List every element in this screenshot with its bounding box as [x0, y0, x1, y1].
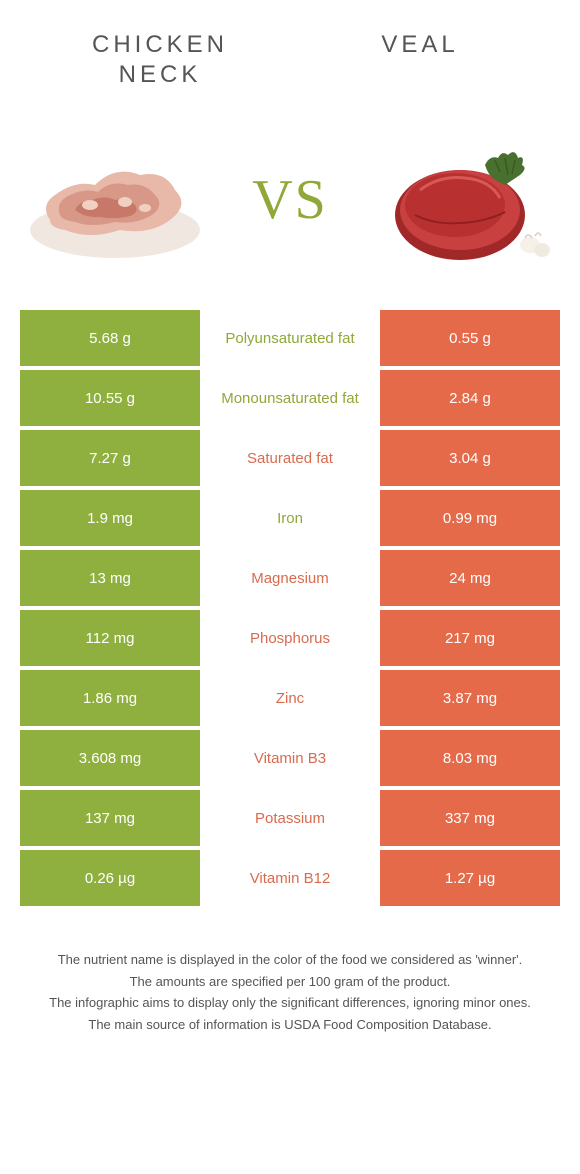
right-value: 2.84 g [380, 370, 560, 426]
right-value: 8.03 mg [380, 730, 560, 786]
left-value: 5.68 g [20, 310, 200, 366]
right-value: 0.55 g [380, 310, 560, 366]
right-value: 3.04 g [380, 430, 560, 486]
table-row: 5.68 gPolyunsaturated fat0.55 g [20, 310, 560, 366]
right-value: 1.27 µg [380, 850, 560, 906]
right-value: 3.87 mg [380, 670, 560, 726]
left-value: 137 mg [20, 790, 200, 846]
table-row: 1.86 mgZinc3.87 mg [20, 670, 560, 726]
left-value: 3.608 mg [20, 730, 200, 786]
table-row: 3.608 mgVitamin B38.03 mg [20, 730, 560, 786]
header: CHICKEN NECK VEAL [0, 0, 580, 100]
nutrient-label: Saturated fat [200, 430, 380, 486]
left-value: 1.9 mg [20, 490, 200, 546]
images-row: VS [0, 100, 580, 310]
nutrient-label: Zinc [200, 670, 380, 726]
right-value: 217 mg [380, 610, 560, 666]
nutrient-table: 5.68 gPolyunsaturated fat0.55 g10.55 gMo… [20, 310, 560, 906]
left-value: 1.86 mg [20, 670, 200, 726]
nutrient-label: Vitamin B3 [200, 730, 380, 786]
vs-label: VS [252, 168, 328, 232]
table-row: 0.26 µgVitamin B121.27 µg [20, 850, 560, 906]
table-row: 7.27 gSaturated fat3.04 g [20, 430, 560, 486]
left-value: 112 mg [20, 610, 200, 666]
footer-notes: The nutrient name is displayed in the co… [0, 910, 580, 1034]
left-value: 7.27 g [20, 430, 200, 486]
table-row: 10.55 gMonounsaturated fat2.84 g [20, 370, 560, 426]
nutrient-label: Magnesium [200, 550, 380, 606]
table-row: 13 mgMagnesium24 mg [20, 550, 560, 606]
right-food-title: VEAL [320, 30, 520, 60]
right-value: 337 mg [380, 790, 560, 846]
left-food-image [20, 130, 210, 270]
nutrient-label: Monounsaturated fat [200, 370, 380, 426]
nutrient-label: Phosphorus [200, 610, 380, 666]
nutrient-label: Polyunsaturated fat [200, 310, 380, 366]
table-row: 112 mgPhosphorus217 mg [20, 610, 560, 666]
nutrient-label: Iron [200, 490, 380, 546]
right-value: 0.99 mg [380, 490, 560, 546]
left-value: 0.26 µg [20, 850, 200, 906]
nutrient-label: Vitamin B12 [200, 850, 380, 906]
footer-line: The nutrient name is displayed in the co… [30, 950, 550, 970]
left-value: 13 mg [20, 550, 200, 606]
table-row: 137 mgPotassium337 mg [20, 790, 560, 846]
left-value: 10.55 g [20, 370, 200, 426]
nutrient-label: Potassium [200, 790, 380, 846]
footer-line: The infographic aims to display only the… [30, 993, 550, 1013]
footer-line: The amounts are specified per 100 gram o… [30, 972, 550, 992]
left-food-title: CHICKEN NECK [60, 30, 260, 90]
right-food-image [370, 130, 560, 270]
right-value: 24 mg [380, 550, 560, 606]
footer-line: The main source of information is USDA F… [30, 1015, 550, 1035]
table-row: 1.9 mgIron0.99 mg [20, 490, 560, 546]
